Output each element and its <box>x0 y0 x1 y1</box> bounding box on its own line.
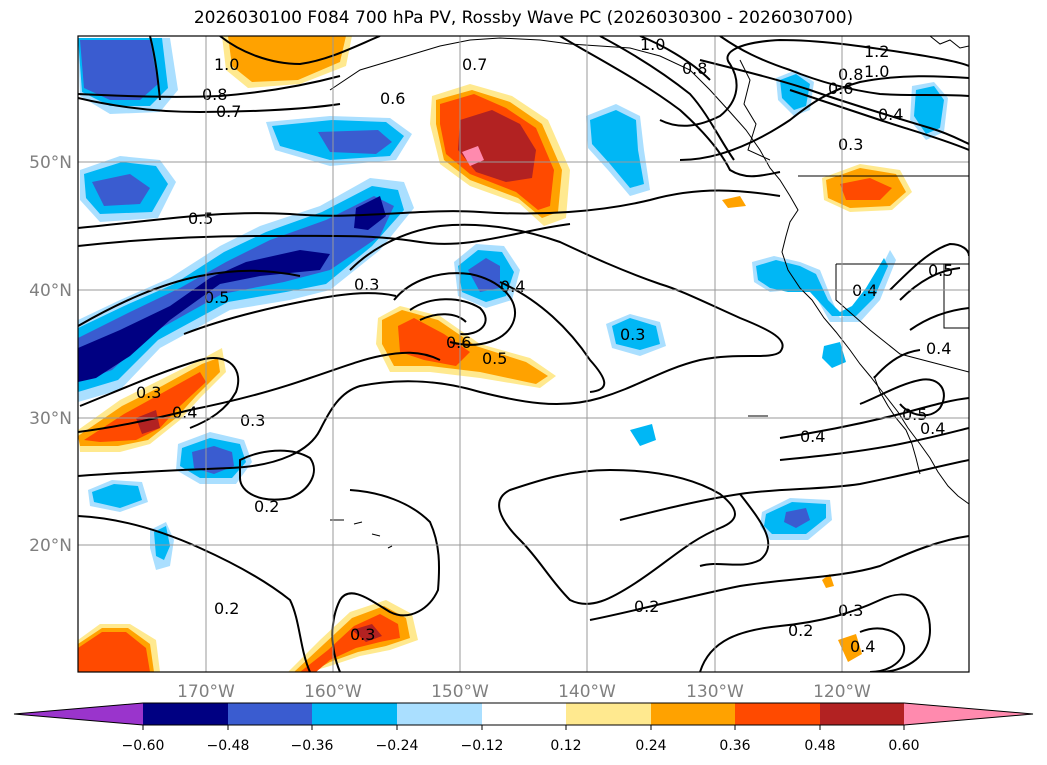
colorbar-tick: 0.36 <box>719 738 750 754</box>
map-frame <box>77 35 970 673</box>
colorbar-segment <box>651 703 735 725</box>
contour-label: 0.4 <box>500 277 525 296</box>
colorbar-tick: −0.12 <box>461 738 504 754</box>
contour-label: 0.4 <box>920 419 945 438</box>
lon-label: 130°W <box>686 682 744 702</box>
colorbar-tick: 0.24 <box>635 738 666 754</box>
contour-labels: 1.0 0.8 0.7 0.6 0.7 1.0 0.8 1.2 1.0 0.8 … <box>136 35 953 656</box>
lon-label: 120°W <box>813 682 871 702</box>
colorbar-tick: 0.60 <box>888 738 919 754</box>
contour-label: 0.3 <box>136 383 161 402</box>
colorbar-segment <box>482 703 566 725</box>
contour-label: 0.4 <box>800 427 825 446</box>
colorbar-tick: −0.60 <box>122 738 165 754</box>
colorbar-tick: −0.36 <box>291 738 334 754</box>
contour-label: 0.6 <box>828 79 853 98</box>
contour-label: 1.2 <box>864 42 889 61</box>
contour-label: 0.8 <box>838 65 863 84</box>
colorbar-tick: −0.48 <box>207 738 250 754</box>
contour-label: 0.3 <box>350 625 375 644</box>
contour-label: 0.8 <box>202 85 227 104</box>
longitude-labels: 170°W 160°W 150°W 140°W 130°W 120°W <box>177 682 871 702</box>
contour-label: 1.0 <box>214 55 239 74</box>
contour-label: 0.2 <box>788 621 813 640</box>
latitude-labels: 50°N 40°N 30°N 20°N <box>29 153 72 556</box>
contour-label: 0.5 <box>204 288 229 307</box>
colorbar-tick: 0.48 <box>804 738 835 754</box>
contour-label: 0.4 <box>926 339 951 358</box>
contour-label: 0.3 <box>620 325 645 344</box>
contour-label: 0.5 <box>902 405 927 424</box>
map-plot-area: 1.0 0.8 0.7 0.6 0.7 1.0 0.8 1.2 1.0 0.8 … <box>78 35 969 672</box>
colorbar-tick: −0.24 <box>376 738 419 754</box>
contour-label: 0.2 <box>634 597 659 616</box>
colorbar-tick: 0.12 <box>550 738 581 754</box>
lat-label: 20°N <box>29 536 72 556</box>
lon-label: 140°W <box>558 682 616 702</box>
lat-label: 40°N <box>29 281 72 301</box>
contour-label: 0.3 <box>354 275 379 294</box>
contour-label: 0.8 <box>682 59 707 78</box>
colorbar-segment <box>735 703 820 725</box>
lon-label: 160°W <box>304 682 362 702</box>
contour-label: 0.4 <box>850 637 875 656</box>
contour-label: 0.5 <box>482 349 507 368</box>
pv-contours <box>78 36 969 672</box>
contour-label: 0.5 <box>188 209 213 228</box>
contour-label: 0.7 <box>216 102 241 121</box>
colorbar-segment <box>904 703 1033 725</box>
contour-label: 0.5 <box>928 261 953 280</box>
colorbar-segment <box>14 703 143 725</box>
contour-label: 1.0 <box>640 35 665 54</box>
lon-label: 170°W <box>177 682 235 702</box>
gridlines <box>78 36 969 672</box>
colorbar-segment <box>143 703 228 725</box>
contour-label: 1.0 <box>864 62 889 81</box>
colorbar-segment <box>566 703 651 725</box>
colorbar: −0.60 −0.48 −0.36 −0.24 −0.12 0.12 0.24 … <box>13 702 1034 754</box>
colorbar-segment <box>312 703 397 725</box>
contour-label: 0.3 <box>838 601 863 620</box>
colorbar-segment <box>228 703 312 725</box>
lat-label: 50°N <box>29 153 72 173</box>
colorbar-segment <box>820 703 904 725</box>
lon-label: 150°W <box>431 682 489 702</box>
contour-label: 0.4 <box>878 105 903 124</box>
contour-label: 0.2 <box>254 497 279 516</box>
contour-label: 0.6 <box>380 89 405 108</box>
contour-label: 0.3 <box>838 135 863 154</box>
map-title: 2026030100 F084 700 hPa PV, Rossby Wave … <box>193 8 854 28</box>
contour-label: 0.2 <box>214 599 239 618</box>
contour-label: 0.3 <box>240 411 265 430</box>
colorbar-segment <box>397 703 482 725</box>
contour-label: 0.4 <box>172 403 197 422</box>
contour-label: 0.7 <box>462 55 487 74</box>
lat-label: 30°N <box>29 409 72 429</box>
contour-label: 0.6 <box>446 333 471 352</box>
